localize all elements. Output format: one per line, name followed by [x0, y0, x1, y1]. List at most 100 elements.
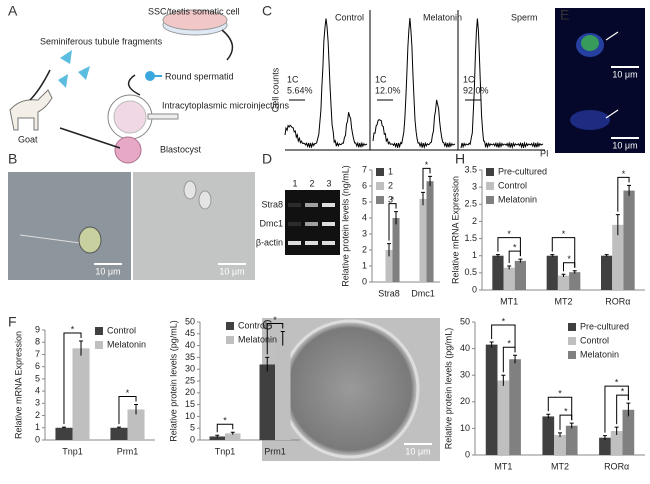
pipette [147, 113, 179, 120]
band [322, 203, 335, 207]
bar [554, 435, 566, 455]
oocyte-inner [113, 100, 147, 134]
gate-label: 1C [463, 74, 475, 84]
error-bar [215, 434, 220, 438]
significance-label: * [564, 406, 568, 416]
error-bar [561, 273, 566, 277]
panel-title: Melatonin [423, 12, 462, 22]
legend-swatch [486, 182, 494, 190]
y-tick-label: 3 [472, 182, 477, 192]
y-tick-label: 30 [460, 370, 470, 380]
sperm-head [78, 226, 102, 254]
legend-label: Control [238, 320, 267, 330]
y-tick-label: 3.5 [464, 164, 477, 174]
diagram-label: Seminiferous tubule fragments [40, 36, 163, 46]
significance-bracket [551, 237, 576, 268]
legend-label: Melatonin [580, 349, 619, 359]
legend-label: Pre-cultured [498, 166, 547, 176]
panel-label: F [8, 314, 17, 330]
panel-title: Control [335, 12, 364, 22]
y-tick-label: 1.5 [464, 233, 477, 243]
image-e [555, 8, 645, 153]
y-tick-label: 10 [185, 411, 195, 421]
band [288, 222, 301, 226]
y-tick-label: 40 [460, 343, 470, 353]
y-tick-label: 0 [190, 434, 195, 444]
y-tick-label: 3 [35, 398, 40, 408]
histogram-line [372, 17, 456, 150]
error-bar [602, 435, 607, 440]
diagram-label: Round spermatid [165, 71, 234, 81]
error-bar [558, 432, 562, 438]
y-tick-label: 1 [472, 250, 477, 260]
bar [546, 255, 558, 290]
bar [209, 436, 225, 440]
y-tick-label: 20 [460, 396, 470, 406]
significance-label: * [513, 243, 517, 253]
legend-swatch [568, 323, 576, 331]
legend-swatch [486, 196, 494, 204]
bar [600, 255, 613, 290]
y-tick-label: 5 [190, 423, 195, 433]
x-tick-label: MT2 [555, 296, 573, 306]
bar [492, 255, 504, 290]
significance-bracket [563, 262, 576, 272]
histogram-line [284, 18, 368, 149]
arrows [29, 29, 234, 149]
y-tick-label: 4 [362, 212, 367, 222]
error-bar [518, 258, 523, 263]
gate-percent: 5.64% [287, 85, 313, 95]
bar [392, 218, 400, 282]
significance-label: * [558, 389, 562, 399]
significance-label: * [615, 378, 619, 388]
bar [426, 181, 434, 282]
lane-label: 2 [309, 178, 314, 188]
y-tick-label: 45 [185, 328, 195, 338]
x-tick-label: Prm1 [117, 446, 139, 456]
diagram-label: Blastocyst [160, 144, 202, 154]
x-axis-label: PI [540, 148, 549, 158]
error-bar [546, 413, 551, 419]
significance-label: * [273, 315, 277, 325]
panel-label: A [8, 3, 18, 19]
legend-label: 2 [388, 180, 393, 190]
y-tick-label: 2 [472, 216, 477, 226]
error-bar [507, 265, 512, 270]
x-tick-label: Tnp1 [215, 446, 236, 456]
y-tick-label: 0 [362, 276, 367, 286]
panel-title: Sperm [511, 12, 538, 22]
y-tick-label: 5 [35, 373, 40, 383]
blastocyst [114, 136, 142, 164]
bar [72, 348, 90, 440]
gate-label: 1C [375, 74, 387, 84]
y-tick-label: 8 [35, 337, 40, 347]
legend-label: Melatonin [107, 339, 146, 349]
x-tick-label: Stra8 [378, 288, 400, 298]
error-bar [626, 402, 631, 417]
error-bar [489, 341, 494, 348]
y-axis-label: Relative mRNA Expression [13, 331, 23, 439]
error-bar [230, 431, 235, 435]
bar [419, 198, 427, 282]
significance-bracket [491, 324, 516, 353]
error-bar [604, 254, 609, 257]
significance-label: * [621, 387, 625, 397]
bar [542, 416, 555, 455]
panel-label: B [8, 151, 17, 167]
y-axis-label: Relative protein levels (ng/mL) [340, 165, 350, 287]
y-tick-label: 25 [185, 375, 195, 385]
error-bar [495, 254, 500, 257]
significance-bracket [216, 423, 234, 433]
legend-label: Pre-cultured [580, 321, 629, 331]
y-tick-label: 2 [35, 410, 40, 420]
legend-label: Control [580, 335, 609, 345]
legend-swatch [226, 336, 234, 344]
significance-label: * [71, 324, 75, 334]
bar [610, 431, 623, 455]
row-label: β-actin [256, 237, 283, 247]
y-tick-label: 20 [185, 387, 195, 397]
significance-label: * [562, 229, 566, 239]
significance-bracket [266, 322, 284, 355]
dish-top [162, 9, 228, 31]
scale-bar-label: 10 μm [95, 266, 120, 276]
